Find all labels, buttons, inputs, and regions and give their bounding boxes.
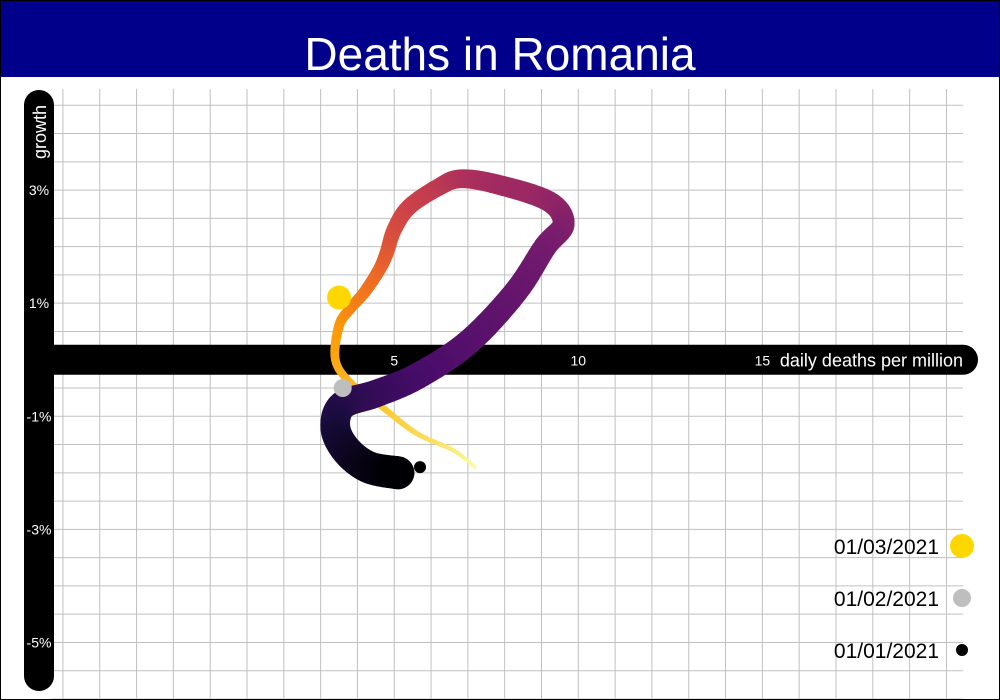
y-tick-label: -1% bbox=[27, 408, 52, 424]
date-marker bbox=[414, 461, 427, 474]
date-marker bbox=[333, 379, 352, 397]
trajectory-curve bbox=[320, 169, 575, 490]
x-tick-label: 15 bbox=[755, 353, 771, 369]
grid bbox=[51, 89, 963, 699]
title-bar bbox=[1, 1, 999, 77]
date-marker bbox=[327, 285, 352, 310]
legend-label: 01/03/2021 bbox=[834, 536, 939, 559]
legend-swatch bbox=[956, 644, 968, 656]
y-tick-label: 1% bbox=[29, 295, 49, 311]
date-markers bbox=[327, 285, 427, 474]
y-tick-label: 3% bbox=[29, 182, 49, 198]
y-axis-label: growth bbox=[30, 105, 50, 159]
legend-label: 01/01/2021 bbox=[834, 640, 939, 663]
x-tick-label: 5 bbox=[390, 353, 398, 369]
legend-swatch bbox=[950, 534, 974, 558]
tick-labels: daily deaths per million growth 5 10 15 3% 1% -… bbox=[27, 105, 963, 650]
y-tick-label: -5% bbox=[27, 634, 52, 650]
chart-title: Deaths in Romania bbox=[304, 28, 696, 80]
y-tick-label: -3% bbox=[27, 521, 52, 537]
legend-swatch bbox=[953, 589, 971, 607]
x-axis-label: daily deaths per million bbox=[780, 351, 963, 371]
x-tick-label: 10 bbox=[571, 353, 587, 369]
axes bbox=[24, 90, 978, 691]
legend-label: 01/02/2021 bbox=[834, 588, 939, 611]
legend: 01/03/2021 01/02/2021 01/01/2021 bbox=[834, 534, 974, 663]
